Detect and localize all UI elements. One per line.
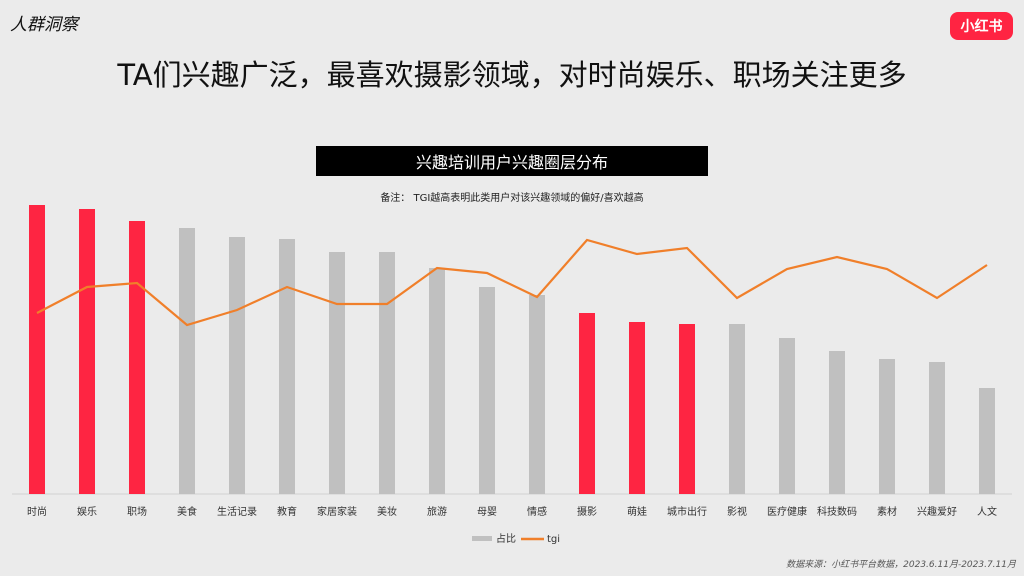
chart-note: 备注： TGI越高表明此类用户对该兴趣领域的偏好/喜欢越高: [380, 193, 644, 204]
legend-bar-label: 占比: [496, 532, 516, 545]
bar-旅游: [429, 268, 445, 494]
bar-兴趣爱好: [929, 362, 945, 494]
x-tick-label: 情感: [527, 505, 547, 518]
bar-美妆: [379, 252, 395, 494]
x-tick-label: 城市出行: [667, 505, 707, 518]
bar-娱乐: [79, 209, 95, 494]
x-tick-label: 娱乐: [77, 505, 97, 518]
tgi-line: [36, 238, 988, 327]
legend-bar-swatch: [472, 536, 492, 541]
bar-时尚: [29, 205, 45, 494]
bar-家居家装: [329, 252, 345, 494]
x-tick-label: 医疗健康: [767, 505, 807, 518]
x-tick-label: 萌娃: [627, 505, 647, 518]
x-tick-label: 兴趣爱好: [917, 505, 957, 518]
x-tick-label: 职场: [127, 505, 147, 518]
bar-摄影: [579, 313, 595, 494]
x-tick-label: 家居家装: [317, 505, 357, 518]
chart-title: 兴趣培训用户兴趣圈层分布: [316, 146, 708, 176]
bar-医疗健康: [779, 338, 795, 494]
bar-萌娃: [629, 322, 645, 494]
bar-母婴: [479, 287, 495, 494]
bar-美食: [179, 228, 195, 494]
x-tick-label: 教育: [277, 505, 297, 518]
x-tick-label: 旅游: [427, 505, 447, 518]
x-tick-label: 美食: [177, 505, 197, 518]
x-tick-label: 时尚: [27, 505, 47, 518]
page-headline: TA们兴趣广泛，最喜欢摄影领域，对时尚娱乐、职场关注更多: [117, 58, 907, 92]
x-tick-label: 摄影: [577, 505, 597, 518]
bar-科技数码: [829, 351, 845, 494]
section-title: 人群洞察: [10, 15, 78, 35]
x-tick-label: 科技数码: [817, 505, 857, 518]
data-source: 数据来源：小红书平台数据，2023.6.11月-2023.7.11月: [786, 560, 1016, 570]
x-tick-label: 母婴: [477, 506, 497, 518]
bar-职场: [129, 221, 145, 494]
x-tick-label: 人文: [977, 505, 997, 518]
bar-教育: [279, 239, 295, 494]
bar-素材: [879, 359, 895, 494]
bar-城市出行: [679, 324, 695, 494]
x-tick-label: 美妆: [377, 505, 397, 518]
legend-line-label: tgi: [547, 534, 560, 545]
x-tick-label: 影视: [727, 505, 747, 518]
x-tick-label: 生活记录: [217, 505, 257, 518]
x-tick-label: 素材: [877, 505, 897, 518]
bar-生活记录: [229, 237, 245, 494]
bar-情感: [529, 295, 545, 494]
bar-影视: [729, 324, 745, 494]
bar-人文: [979, 388, 995, 494]
xiaohongshu-logo: 小红书: [950, 12, 1013, 40]
